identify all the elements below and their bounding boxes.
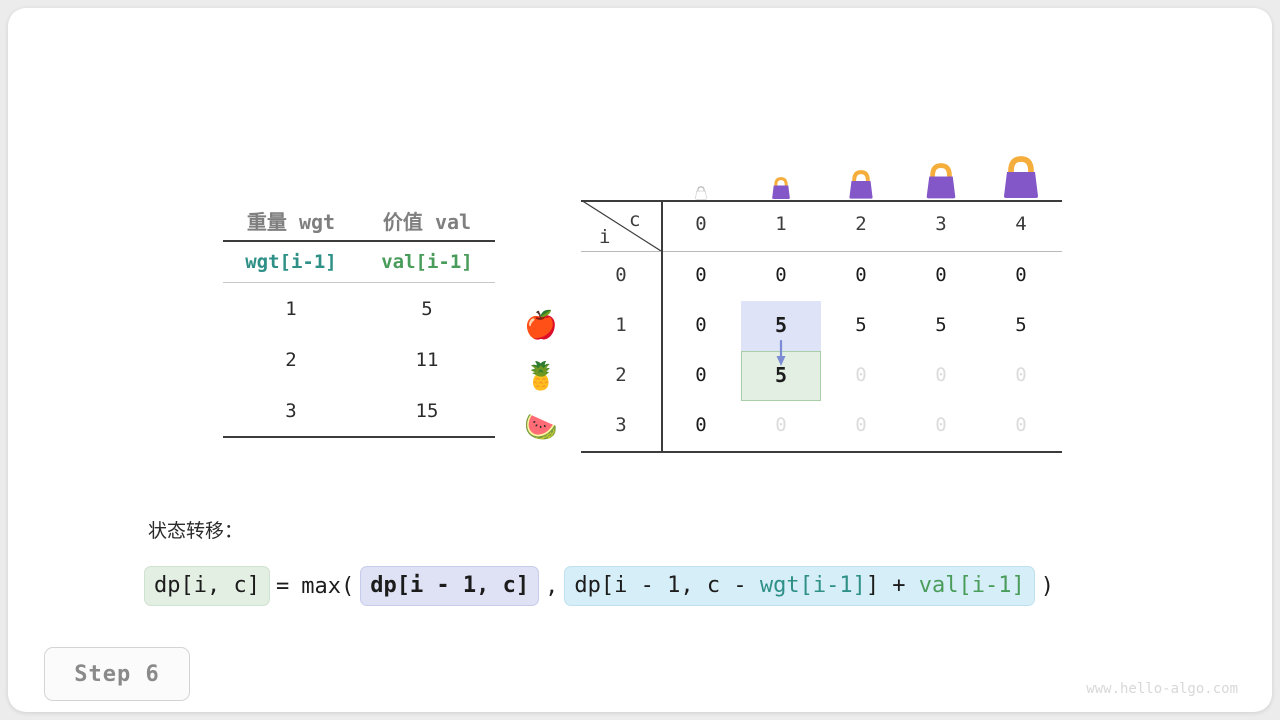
dp-cell-2-4: 0 bbox=[1015, 364, 1027, 386]
item-table-row: 3 15 bbox=[223, 385, 495, 436]
dp-row-header-0: 0 bbox=[615, 264, 627, 286]
bag-icon-capacity-0 bbox=[693, 184, 709, 200]
formula-token-val: val[i-1] bbox=[918, 573, 1025, 598]
item-table-subheader-wgt: wgt[i-1] bbox=[245, 251, 337, 273]
transition-formula: dp[i, c] = max( dp[i - 1, c] , dp[i - 1,… bbox=[144, 566, 1060, 606]
dp-table: c i 0 1 2 3 4 0 0 0 0 0 0 1 0 5 5 5 5 2 0 5 0 0 0 3 0 0 0 0 0 bbox=[581, 200, 1062, 453]
pineapple-emoji: 🍍 bbox=[524, 361, 558, 392]
dp-cell-1-2: 5 bbox=[855, 314, 867, 336]
dp-row-header-2: 2 bbox=[615, 364, 627, 386]
dp-cell-1-1: 5 bbox=[774, 313, 788, 337]
formula-token-wgt: wgt[i-1] bbox=[759, 573, 866, 598]
slide-card: 重量 wgt 价值 val wgt[i-1] val[i-1] 1 5 2 11 3 15… bbox=[8, 8, 1272, 712]
item-table-divider-top bbox=[223, 240, 495, 242]
dp-cell-0-3: 0 bbox=[935, 264, 947, 286]
dp-cell-3-3: 0 bbox=[935, 414, 947, 436]
dp-row-header-3: 3 bbox=[615, 414, 627, 436]
step-badge: Step 6 bbox=[44, 647, 190, 701]
axis-label-c: c bbox=[629, 209, 641, 231]
bag-capacity-icons bbox=[661, 128, 1061, 200]
dp-col-header-4: 4 bbox=[1015, 213, 1027, 235]
transition-label: 状态转移： bbox=[148, 520, 244, 542]
bag-icon-capacity-3 bbox=[920, 158, 962, 200]
dp-col-header-0: 0 bbox=[695, 213, 707, 235]
item-table-row: 2 11 bbox=[223, 334, 495, 385]
dp-table-vertical-divider bbox=[661, 200, 663, 451]
dp-cell-3-2: 0 bbox=[855, 414, 867, 436]
formula-option2-pre: dp[i - 1, c - bbox=[574, 573, 760, 598]
dp-row-header-1: 1 bbox=[615, 314, 627, 336]
bag-icon-capacity-4 bbox=[996, 150, 1046, 200]
bag-icon-capacity-1 bbox=[768, 174, 794, 200]
dp-table-top-rule bbox=[581, 200, 1062, 202]
dp-cell-1-4: 5 bbox=[1015, 314, 1027, 336]
formula-target-chip: dp[i, c] bbox=[144, 566, 270, 606]
dp-cell-2-0: 0 bbox=[695, 364, 707, 386]
dp-cell-3-4: 0 bbox=[1015, 414, 1027, 436]
dp-cell-0-0: 0 bbox=[695, 264, 707, 286]
item-table-divider-mid bbox=[223, 282, 495, 283]
item-table-header-row: 重量 wgt 价值 val bbox=[223, 200, 495, 240]
item-weight-value-table: 重量 wgt 价值 val wgt[i-1] val[i-1] 1 5 2 11 3 15 bbox=[223, 200, 495, 438]
formula-max-open: max( bbox=[301, 573, 355, 599]
formula-equals: = bbox=[275, 573, 290, 599]
axis-diagonal-line bbox=[581, 200, 661, 251]
item-value-cell: 5 bbox=[421, 297, 433, 320]
footer-url: www.hello-algo.com bbox=[1086, 681, 1238, 697]
item-table-header-wgt: 重量 wgt bbox=[246, 209, 336, 234]
dp-cell-1-3: 5 bbox=[935, 314, 947, 336]
dp-cell-2-2: 0 bbox=[855, 364, 867, 386]
dp-cell-0-4: 0 bbox=[1015, 264, 1027, 286]
watermelon-emoji: 🍉 bbox=[524, 412, 558, 443]
item-weight-cell: 3 bbox=[285, 399, 297, 422]
item-table-body: 1 5 2 11 3 15 bbox=[223, 283, 495, 436]
formula-comma: , bbox=[545, 573, 559, 599]
axis-label-i: i bbox=[599, 226, 611, 248]
item-table-header-val: 价值 val bbox=[382, 209, 472, 234]
dp-table-bottom-rule bbox=[581, 451, 1062, 453]
transition-arrow bbox=[776, 339, 786, 366]
item-value-cell: 11 bbox=[415, 348, 439, 371]
item-table-divider-bottom bbox=[223, 436, 495, 438]
dp-cell-1-0: 0 bbox=[695, 314, 707, 336]
formula-option2-mid: ] + bbox=[865, 573, 919, 598]
dp-cell-2-1: 5 bbox=[774, 363, 788, 387]
item-value-cell: 15 bbox=[415, 399, 439, 422]
dp-col-header-3: 3 bbox=[935, 213, 947, 235]
dp-cell-0-2: 0 bbox=[855, 264, 867, 286]
dp-cell-0-1: 0 bbox=[775, 264, 787, 286]
formula-option1-chip: dp[i - 1, c] bbox=[360, 566, 540, 606]
formula-option2-chip: dp[i - 1, c - wgt[i-1]] + val[i-1] bbox=[564, 566, 1035, 606]
item-weight-cell: 2 bbox=[285, 348, 297, 371]
dp-cell-3-1: 0 bbox=[775, 414, 787, 436]
dp-cell-3-0: 0 bbox=[695, 414, 707, 436]
bag-icon-capacity-2 bbox=[844, 166, 878, 200]
dp-col-header-1: 1 bbox=[775, 213, 787, 235]
dp-table-header-rule bbox=[581, 251, 1062, 252]
dp-cell-2-3: 0 bbox=[935, 364, 947, 386]
formula-close-paren: ) bbox=[1040, 573, 1055, 599]
dp-col-header-2: 2 bbox=[855, 213, 867, 235]
item-weight-cell: 1 bbox=[285, 297, 297, 320]
item-table-subheader-row: wgt[i-1] val[i-1] bbox=[223, 242, 495, 282]
item-table-subheader-val: val[i-1] bbox=[381, 251, 473, 273]
fruit-emoji-column: 🍎 🍍 🍉 bbox=[513, 300, 569, 453]
apple-emoji: 🍎 bbox=[524, 310, 558, 341]
